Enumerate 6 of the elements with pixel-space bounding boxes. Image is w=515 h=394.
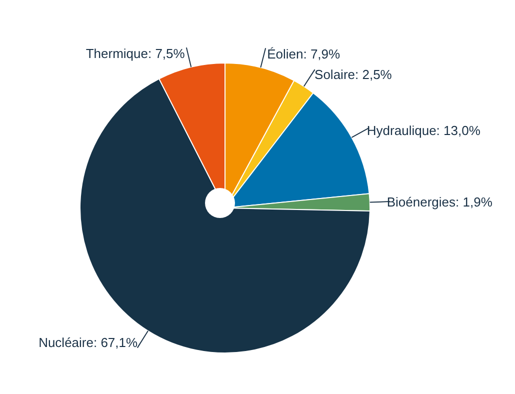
slice-label: Hydraulique: 13,0% (366, 123, 481, 138)
slice-label: Solaire: 2,5% (314, 67, 392, 82)
slice-label: Bioénergies: 1,9% (386, 194, 493, 210)
slice-label: Nucléaire: 67,1% (38, 335, 138, 350)
slice-label: Éolien: 7,9% (267, 46, 341, 62)
slice-label: Thermique: 7,5% (86, 46, 186, 61)
